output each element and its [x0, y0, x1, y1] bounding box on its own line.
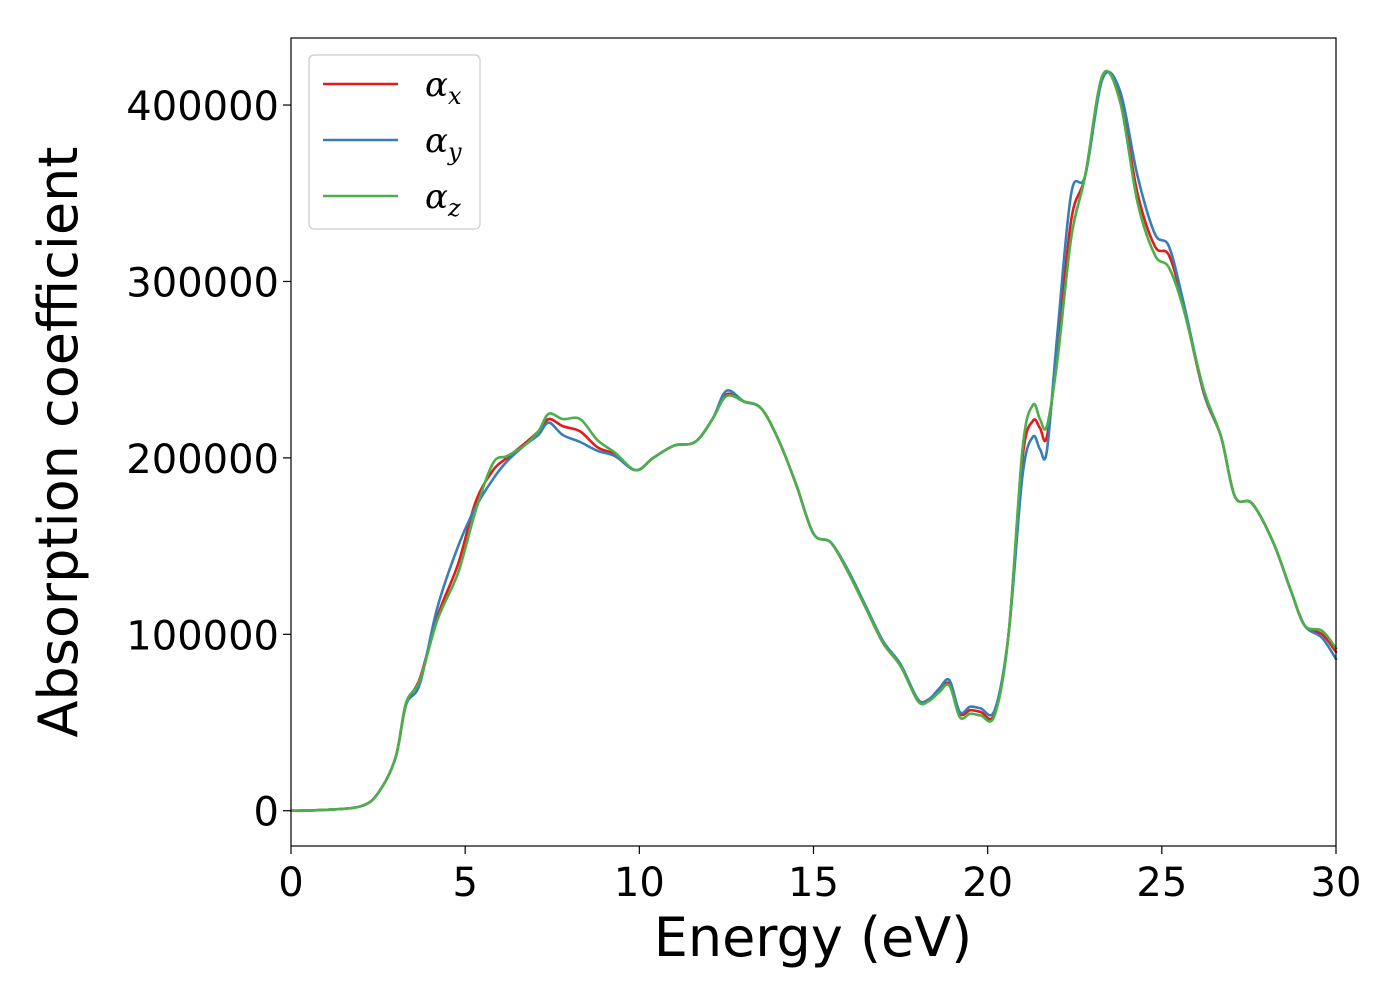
x-axis-ticks: 0 5 10 15 20 25 30 — [278, 846, 1361, 906]
legend-box — [308, 54, 481, 230]
y-tick-label: 200000 — [126, 437, 279, 483]
legend-label-x: αx — [425, 65, 462, 110]
x-tick-label: 5 — [452, 860, 477, 906]
series-layer — [289, 69, 1338, 813]
x-tick-label: 0 — [278, 860, 303, 906]
series-line-z — [289, 69, 1338, 813]
y-axis-label: Absorption coefficient — [27, 147, 90, 738]
x-tick-label: 15 — [788, 860, 839, 906]
y-axis-ticks: 0 100000 200000 300000 400000 — [126, 84, 291, 836]
y-tick-label: 300000 — [126, 260, 279, 306]
legend-label-z: αz — [425, 177, 461, 222]
x-axis-label: Energy (eV) — [654, 906, 973, 969]
y-tick-label: 400000 — [126, 84, 279, 130]
x-tick-label: 25 — [1136, 860, 1187, 906]
y-tick-label: 0 — [254, 790, 279, 836]
x-tick-label: 20 — [962, 860, 1013, 906]
x-tick-label: 30 — [1311, 860, 1362, 906]
legend-label-y: αy — [425, 121, 462, 166]
y-tick-label: 100000 — [126, 613, 279, 659]
legend: αx αy αz — [308, 54, 481, 230]
x-tick-label: 10 — [614, 860, 665, 906]
